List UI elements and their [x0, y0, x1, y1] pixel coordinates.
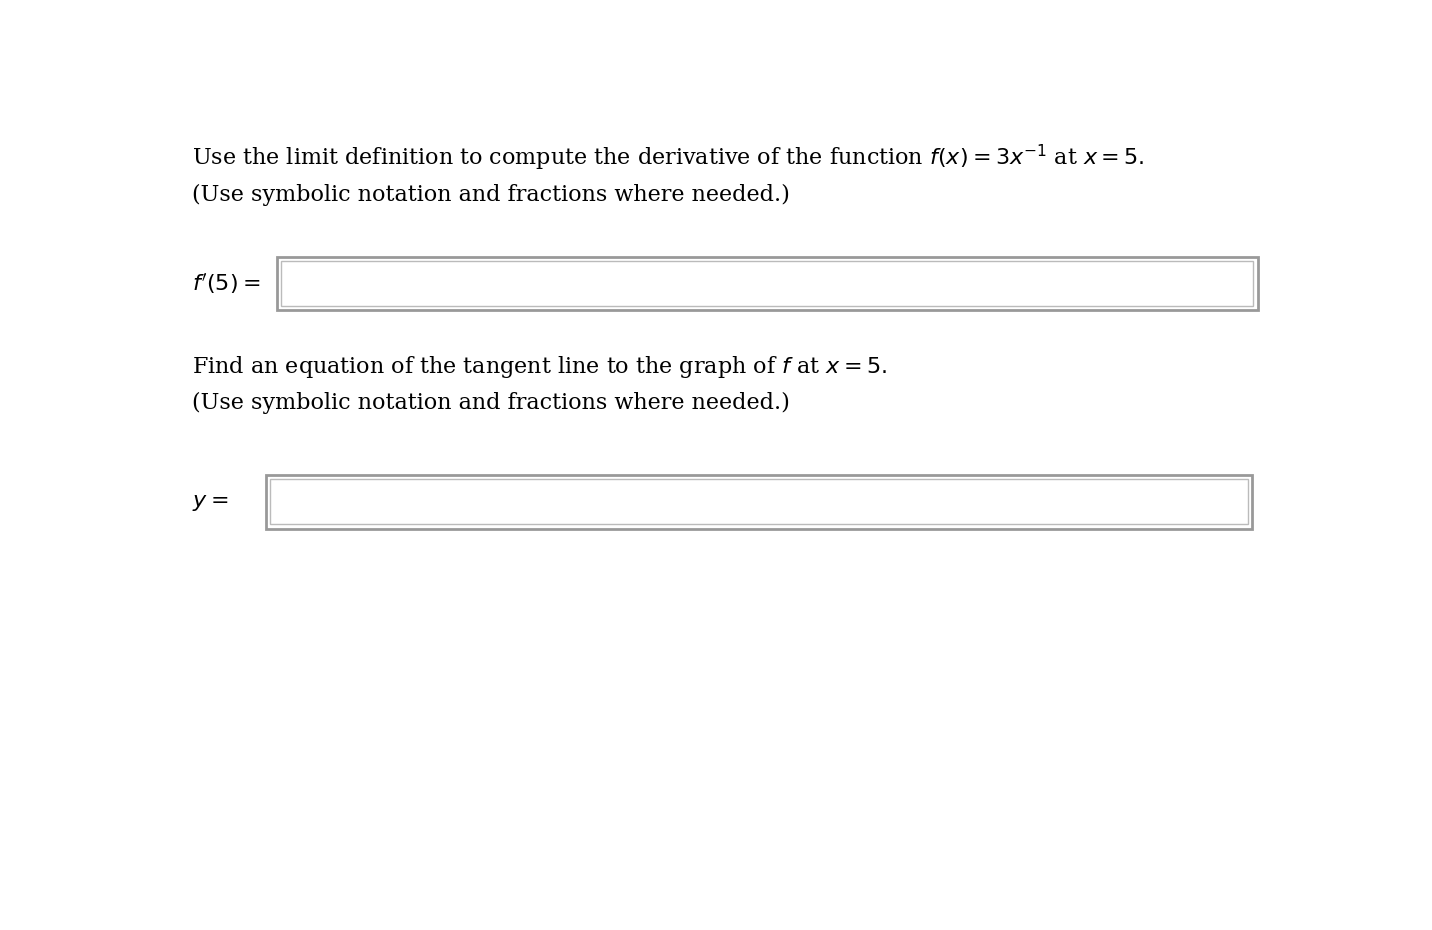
Text: (Use symbolic notation and fractions where needed.): (Use symbolic notation and fractions whe… [192, 184, 790, 206]
Text: Find an equation of the tangent line to the graph of $f$ at $x = 5.$: Find an equation of the tangent line to … [192, 354, 888, 380]
Text: (Use symbolic notation and fractions where needed.): (Use symbolic notation and fractions whe… [192, 392, 790, 414]
FancyBboxPatch shape [271, 479, 1247, 525]
Text: Use the limit definition to compute the derivative of the function $f(x) = 3x^{-: Use the limit definition to compute the … [192, 143, 1144, 173]
Text: $y =$: $y =$ [192, 491, 229, 512]
FancyBboxPatch shape [281, 261, 1253, 306]
Text: $f'(5) =$: $f'(5) =$ [192, 272, 261, 296]
FancyBboxPatch shape [265, 475, 1252, 529]
FancyBboxPatch shape [276, 257, 1257, 311]
